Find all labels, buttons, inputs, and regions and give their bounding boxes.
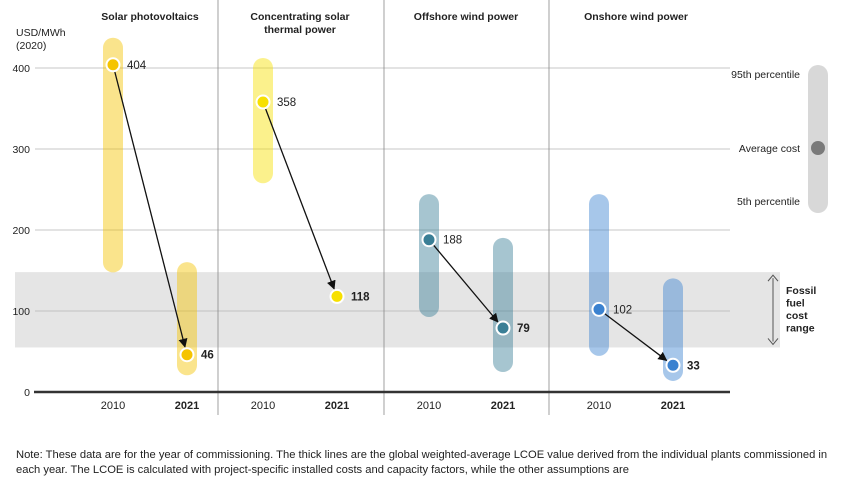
technology-title: Concentrating solar — [250, 11, 349, 23]
fossil-label: range — [786, 323, 815, 335]
average-marker-2010 — [591, 301, 607, 317]
average-marker-2010 — [421, 232, 437, 248]
average-marker-2021 — [329, 288, 345, 304]
fossil-cost-band — [15, 272, 780, 348]
data-label-2010: 188 — [443, 235, 462, 247]
x-tick-label-2010: 2010 — [101, 400, 125, 412]
fossil-label: cost — [786, 310, 808, 322]
data-label-2021: 33 — [687, 360, 700, 372]
x-tick-label-2021: 2021 — [325, 400, 349, 412]
y-tick-label: 400 — [12, 63, 30, 75]
fossil-label: fuel — [786, 298, 805, 310]
x-tick-label-2010: 2010 — [587, 400, 611, 412]
data-label-2010: 102 — [613, 304, 632, 316]
trend-arrow — [112, 64, 188, 348]
x-tick-label-2010: 2010 — [251, 400, 275, 412]
y-tick-label: 200 — [12, 225, 30, 237]
y-axis-unit: USD/MWh — [16, 27, 66, 39]
y-tick-label: 0 — [24, 387, 30, 399]
trend-arrow — [598, 308, 668, 361]
average-marker-2010 — [255, 94, 271, 110]
average-marker-2021 — [495, 320, 511, 336]
data-label-2021: 46 — [201, 350, 214, 362]
x-tick-label-2021: 2021 — [661, 400, 685, 412]
legend-label-average: Average cost — [739, 143, 800, 155]
technology-title: Solar photovoltaics — [101, 11, 199, 23]
average-marker-2021 — [179, 347, 195, 363]
y-tick-label: 100 — [12, 306, 30, 318]
fossil-bracket-top — [767, 274, 779, 282]
data-label-2021: 118 — [351, 291, 370, 303]
technology-title: thermal power — [264, 24, 336, 36]
y-axis-unit-year: (2020) — [16, 40, 46, 52]
data-label-2021: 79 — [517, 323, 530, 335]
x-tick-label-2021: 2021 — [491, 400, 515, 412]
legend-label-p5: 5th percentile — [737, 196, 800, 208]
average-marker-2021 — [665, 357, 681, 373]
technology-title: Onshore wind power — [584, 11, 688, 23]
data-label-2010: 404 — [127, 60, 147, 72]
chart-note: Note: These data are for the year of com… — [16, 449, 828, 476]
fossil-bracket-bottom — [767, 338, 779, 346]
trend-arrow — [262, 101, 336, 290]
legend-label-p95: 95th percentile — [731, 69, 800, 81]
data-label-2010: 358 — [277, 97, 296, 109]
fossil-label: Fossil — [786, 285, 816, 297]
x-tick-label-2010: 2010 — [417, 400, 441, 412]
y-tick-label: 300 — [12, 144, 30, 156]
average-marker-2010 — [105, 57, 121, 73]
lcoe-chart: 0 100 200 300 400 USD/MWh(2020) Solar photovol… — [12, 0, 828, 415]
technology-title: Offshore wind power — [414, 11, 518, 23]
x-tick-label-2021: 2021 — [175, 400, 199, 412]
trend-arrow — [428, 239, 499, 323]
legend-average-marker — [811, 141, 825, 155]
